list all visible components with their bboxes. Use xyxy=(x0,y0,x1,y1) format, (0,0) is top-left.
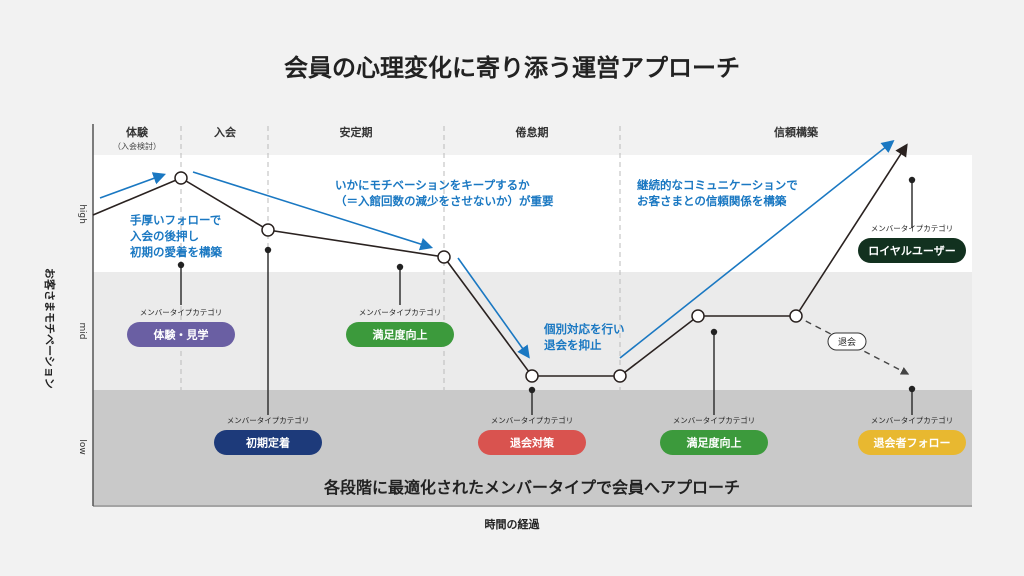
y-tick-mid: mid xyxy=(77,323,87,340)
bottom-message: 各段階に最適化されたメンバータイプで会員へアプローチ xyxy=(323,478,740,497)
y-axis-label: お客さまモチベーション xyxy=(43,268,57,389)
category-caption: メンバータイプカテゴリ xyxy=(871,415,954,425)
pin-dot xyxy=(908,385,916,393)
category-caption: メンバータイプカテゴリ xyxy=(871,223,954,233)
category-pill-label: 体験・見学 xyxy=(154,328,209,342)
x-axis-label: 時間の経過 xyxy=(485,517,541,531)
note-followup: 手厚いフォローで入会の後押し初期の愛着を構築 xyxy=(130,213,222,259)
category-caption: メンバータイプカテゴリ xyxy=(673,415,756,425)
pin-dot xyxy=(396,263,404,271)
category-pill-label: ロイヤルユーザー xyxy=(868,245,955,258)
phase-fatigue: 倦怠期 xyxy=(516,125,549,139)
category-pill xyxy=(127,322,235,347)
pin-dot xyxy=(710,328,718,336)
category-pill-label: 初期定着 xyxy=(246,436,290,450)
pin-dot xyxy=(177,261,185,269)
page-title: 会員の心理変化に寄り添う運営アプローチ xyxy=(284,54,740,82)
blue-arrows xyxy=(99,140,895,359)
churn-badge-label: 退会 xyxy=(838,336,856,348)
category-pill xyxy=(346,322,454,347)
pin-dot xyxy=(908,176,916,184)
note-prevent-churn: 個別対応を行い退会を抑止 xyxy=(543,322,625,352)
category-caption: メンバータイプカテゴリ xyxy=(359,307,442,317)
category-pill-label: 退会対策 xyxy=(510,436,555,450)
category-pill xyxy=(858,238,966,263)
category-caption: メンバータイプカテゴリ xyxy=(140,307,223,317)
pin-dot xyxy=(528,386,536,394)
note-build-trust: 継続的なコミュニケーションでお客さまとの信頼関係を構築 xyxy=(637,178,798,208)
category-pill xyxy=(214,430,322,455)
y-tick-low: low xyxy=(77,439,87,454)
phase-trial-sub: （入会検討） xyxy=(113,141,161,151)
churn-badge xyxy=(827,332,867,351)
category-pill-label: 満足度向上 xyxy=(373,328,428,342)
y-tick-high: high xyxy=(77,204,87,224)
category-pill-label: 満足度向上 xyxy=(687,436,742,450)
phase-join: 入会 xyxy=(214,125,237,139)
phase-trial: 体験 xyxy=(126,125,149,139)
phase-stable: 安定期 xyxy=(340,125,373,139)
category-pill xyxy=(478,430,586,455)
category-pill xyxy=(858,430,966,455)
category-pill-label: 退会者フォロー xyxy=(874,436,951,450)
nodes xyxy=(174,171,803,383)
note-keep-motivation: いかにモチベーションをキープするか（＝入館回数の減少をさせないか）が重要 xyxy=(335,178,554,208)
category-caption: メンバータイプカテゴリ xyxy=(491,415,574,425)
band-high xyxy=(93,155,972,272)
pin-dot xyxy=(264,246,272,254)
category-caption: メンバータイプカテゴリ xyxy=(227,415,310,425)
phase-trust: 信頼構築 xyxy=(774,125,819,139)
category-pill xyxy=(660,430,768,455)
category-pins: メンバータイプカテゴリ体験・見学メンバータイプカテゴリ初期定着メンバータイプカテ… xyxy=(127,176,966,455)
